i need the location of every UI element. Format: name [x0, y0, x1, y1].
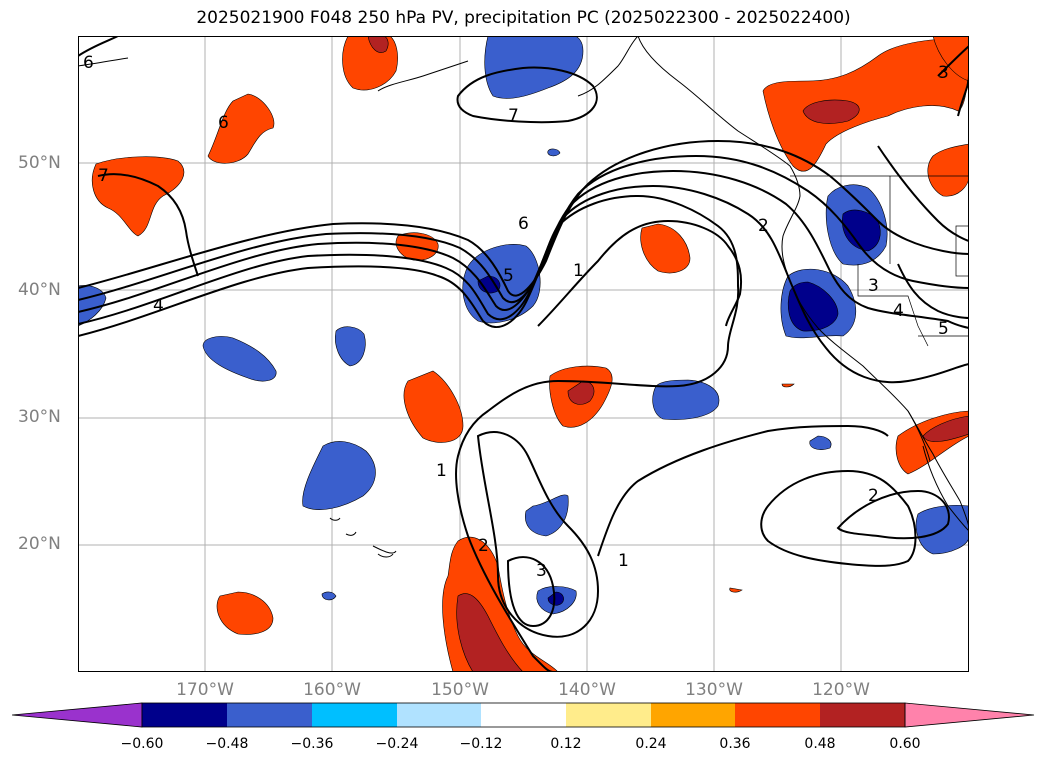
- contour-label: 5: [503, 266, 514, 286]
- lat-label: 50°N: [18, 153, 61, 173]
- contour-label: 6: [83, 53, 94, 73]
- colorbar-swatch: [227, 703, 312, 727]
- colorbar-tick: 0.36: [719, 736, 751, 752]
- contour-label: 7: [508, 106, 519, 126]
- lat-label: 30°N: [18, 407, 61, 427]
- contour-label: 7: [98, 166, 109, 186]
- colorbar-tick: −0.24: [375, 736, 419, 752]
- colorbar-swatch: [312, 703, 397, 727]
- colorbar-under-arrow: [12, 702, 143, 728]
- contour-label: 5: [938, 319, 949, 339]
- contour-label: 2: [758, 216, 769, 236]
- lat-label: 40°N: [18, 280, 61, 300]
- colorbar-over-arrow: [904, 702, 1035, 728]
- contour-label: 2: [868, 486, 879, 506]
- colorbar-tick: −0.36: [290, 736, 334, 752]
- colorbar-swatch: [735, 703, 820, 727]
- colorbar: [12, 702, 1035, 728]
- colorbar-tick: −0.48: [205, 736, 249, 752]
- political-borders: [790, 175, 969, 347]
- contour-label: 1: [436, 461, 447, 481]
- pv-contours: [78, 36, 969, 672]
- precip-negative-areas: [78, 36, 969, 615]
- lon-label: 170°W: [176, 680, 234, 700]
- colorbar-swatch: [820, 703, 905, 727]
- lon-label: 120°W: [812, 680, 870, 700]
- lon-label: 150°W: [431, 680, 489, 700]
- colorbar-swatch: [651, 703, 735, 727]
- colorbar-tick: 0.60: [889, 736, 921, 752]
- map-title: 2025021900 F048 250 hPa PV, precipitatio…: [196, 8, 851, 28]
- lon-label: 140°W: [558, 680, 616, 700]
- colorbar-tick: −0.12: [459, 736, 503, 752]
- contour-labels: 1 1 1 2 2 2 3 3 3 4 4 5 5 6 6 7 7 6: [83, 53, 949, 581]
- contour-label: 3: [938, 63, 949, 83]
- colorbar-tick: 0.12: [550, 736, 582, 752]
- contour-label: 1: [573, 261, 584, 281]
- colorbar-swatch: [397, 703, 481, 727]
- colorbar-tick: −0.60: [120, 736, 164, 752]
- contour-label: 2: [478, 536, 489, 556]
- colorbar-swatch: [481, 703, 566, 727]
- gridlines: [78, 36, 969, 672]
- contour-label: 3: [536, 561, 547, 581]
- lon-label: 130°W: [685, 680, 743, 700]
- contour-label: 1: [618, 551, 629, 571]
- colorbar-tick: 0.48: [804, 736, 836, 752]
- lon-label: 160°W: [303, 680, 361, 700]
- map-plot: 1 1 1 2 2 2 3 3 3 4 4 5 5 6 6 7 7 6: [78, 36, 969, 672]
- contour-label: 6: [518, 214, 529, 234]
- contour-label: 4: [153, 296, 164, 316]
- contour-label: 6: [218, 113, 229, 133]
- precip-positive-areas: [92, 36, 969, 672]
- lat-label: 20°N: [18, 534, 61, 554]
- contour-label: 4: [893, 301, 904, 321]
- colorbar-swatch: [142, 703, 227, 727]
- colorbar-tick: 0.24: [635, 736, 667, 752]
- contour-label: 3: [868, 276, 879, 296]
- colorbar-swatch: [566, 703, 651, 727]
